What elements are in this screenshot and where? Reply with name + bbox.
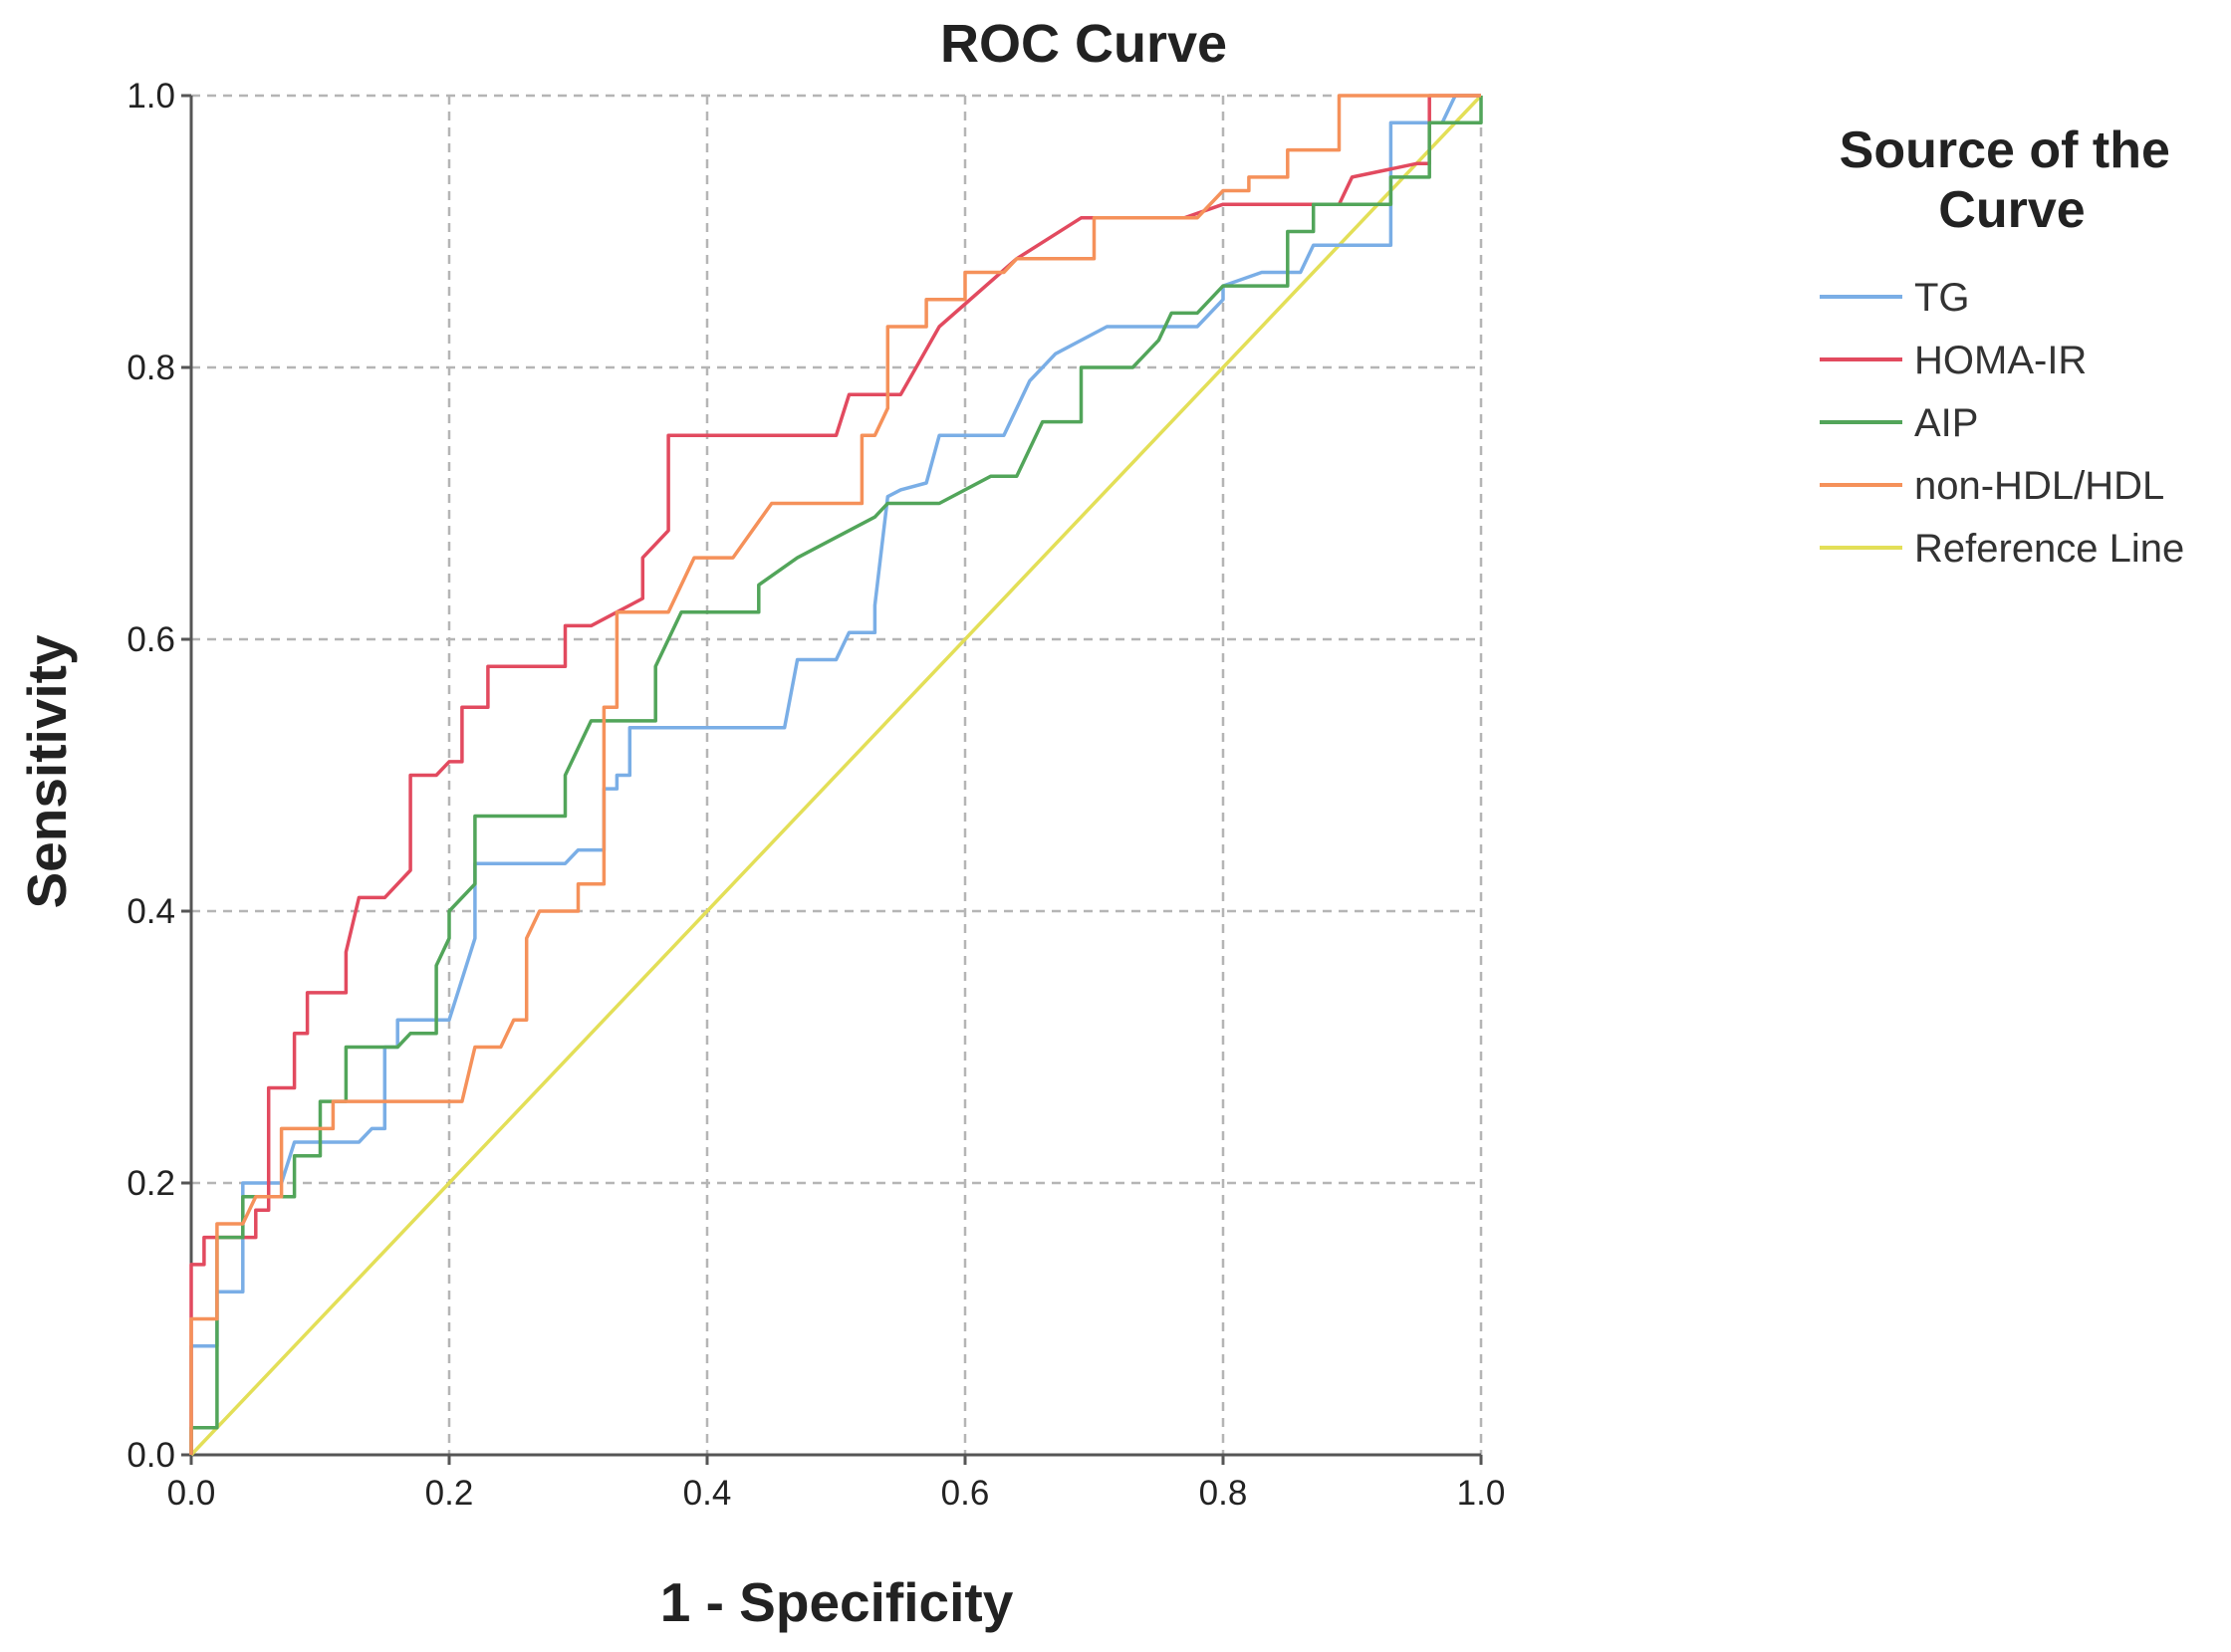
x-axis-title: 1 - Specificity (660, 1571, 1014, 1633)
axes (189, 96, 1481, 1457)
series-line-aip (189, 96, 1483, 1455)
y-axis-title: Sensitivity (16, 634, 78, 909)
legend: Source of the Curve TG HOMA-IR AIP non-HDL/… (1820, 121, 2184, 571)
x-tick-label-1: 0.2 (425, 1474, 474, 1513)
legend-items: TG HOMA-IR AIP non-HDL/HDL Reference Line (1820, 276, 2184, 571)
series-line-reference-line (189, 94, 1483, 1457)
legend-label-non-hdl-hdl: non-HDL/HDL (1914, 464, 2164, 508)
x-tick-label-3: 0.6 (941, 1474, 990, 1513)
legend-label-reference-line: Reference Line (1914, 527, 2184, 571)
series-group (189, 94, 1483, 1457)
x-tick-label-4: 0.8 (1199, 1474, 1248, 1513)
legend-label-tg: TG (1914, 276, 1970, 320)
y-tick-label-0: 0.0 (126, 1436, 175, 1475)
legend-title-line-2: Curve (1938, 181, 2085, 239)
legend-label-aip: AIP (1914, 401, 1978, 445)
y-tick-label-3: 0.6 (126, 620, 175, 659)
y-tick-label-5: 1.0 (126, 77, 175, 116)
y-tick-label-2: 0.4 (126, 892, 175, 931)
series-line-tg (189, 94, 1481, 1455)
chart-title: ROC Curve (940, 14, 1227, 74)
x-tick-label-5: 1.0 (1457, 1474, 1506, 1513)
y-tick-label-1: 0.2 (126, 1164, 175, 1203)
legend-label-homa-ir: HOMA-IR (1914, 339, 2087, 382)
y-axis-ticks: 0.0 0.2 0.4 0.6 0.8 1.0 (126, 77, 191, 1475)
x-axis-ticks: 0.0 0.2 0.4 0.6 0.8 1.0 (167, 1455, 1506, 1513)
grid (191, 94, 1483, 1455)
x-tick-label-2: 0.4 (683, 1474, 732, 1513)
legend-title: Source of the Curve (1840, 121, 2185, 239)
x-tick-label-0: 0.0 (167, 1474, 216, 1513)
legend-title-line-1: Source of the (1840, 121, 2170, 179)
series-line-non-hdl-hdl (189, 94, 1481, 1455)
y-tick-label-4: 0.8 (126, 349, 175, 387)
